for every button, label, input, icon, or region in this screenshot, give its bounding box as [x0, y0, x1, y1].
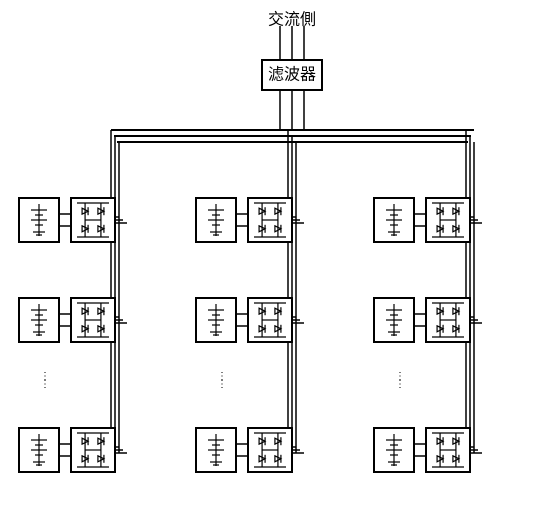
battery-module — [196, 198, 236, 242]
inverter-module — [71, 428, 115, 472]
inverter-module — [426, 198, 470, 242]
battery-module — [196, 298, 236, 342]
battery-module — [19, 428, 59, 472]
battery-module — [19, 198, 59, 242]
ac-side-label: 交流側 — [268, 11, 316, 29]
inverter-module — [426, 428, 470, 472]
inverter-module — [71, 298, 115, 342]
inverter-module — [248, 198, 292, 242]
circuit-diagram: 交流側滤波器⋮⋮⋮⋮⋮⋮ — [0, 0, 550, 526]
filter-label: 滤波器 — [268, 66, 316, 84]
svg-text:⋮: ⋮ — [40, 379, 50, 390]
svg-text:⋮: ⋮ — [217, 379, 227, 390]
inverter-module — [71, 198, 115, 242]
battery-module — [374, 298, 414, 342]
inverter-module — [248, 298, 292, 342]
svg-text:⋮: ⋮ — [395, 379, 405, 390]
battery-module — [374, 198, 414, 242]
inverter-module — [426, 298, 470, 342]
battery-module — [19, 298, 59, 342]
battery-module — [374, 428, 414, 472]
battery-module — [196, 428, 236, 472]
inverter-module — [248, 428, 292, 472]
